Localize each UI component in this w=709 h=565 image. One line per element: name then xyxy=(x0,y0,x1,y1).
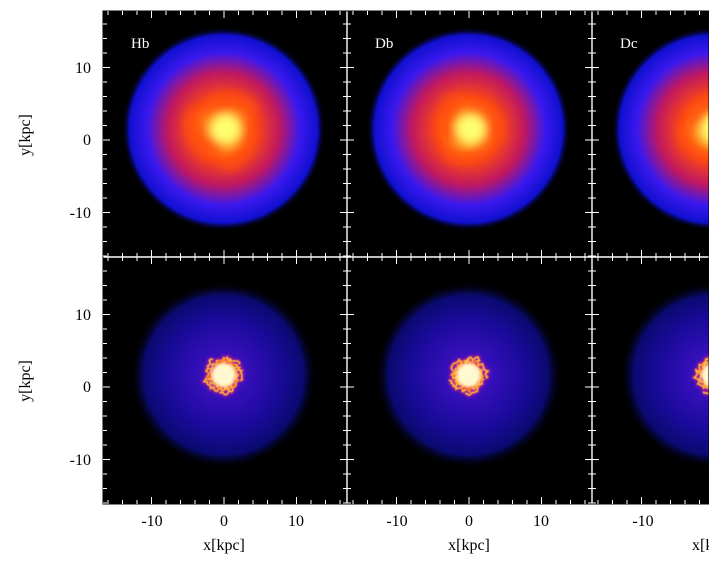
galaxy-panel-3 xyxy=(129,281,318,469)
y-axis-label-bottom: y[kpc] xyxy=(17,360,34,402)
panel-label-dc: Dc xyxy=(620,36,638,52)
x-tick-label: 10 xyxy=(288,513,304,530)
plot-frame xyxy=(102,10,709,505)
x-tick-label: 10 xyxy=(533,513,549,530)
x-axis-label: x[kpc] xyxy=(448,537,490,554)
panel-dividers xyxy=(102,10,709,505)
y-axis-label-top: y[kpc] xyxy=(17,114,34,156)
x-axis-label: x[kpc] xyxy=(203,537,245,554)
x-tick-label: 0 xyxy=(465,513,473,530)
gas-disk xyxy=(619,281,709,469)
y-tick-labels-bottom: 10 0 -10 xyxy=(70,307,91,469)
x-tick-label: 0 xyxy=(220,513,228,530)
x-tick-label: -10 xyxy=(632,513,653,530)
galaxy-disk xyxy=(611,27,709,231)
nucleus xyxy=(456,363,481,387)
y-tick-labels-top: 10 0 -10 xyxy=(70,60,91,222)
y-tick-label: 0 xyxy=(83,132,91,149)
x-tick-label: -10 xyxy=(141,513,162,530)
y-tick-label: -10 xyxy=(70,205,91,222)
galaxy-panel-2 xyxy=(611,27,709,231)
spiral-arm-core xyxy=(691,125,709,147)
bulge xyxy=(209,113,242,145)
x-tick-labels: -10 0 10 -10 0 10 -10 xyxy=(141,513,653,530)
galaxy-panel-5 xyxy=(619,281,709,469)
galaxy-panel-1 xyxy=(366,26,571,232)
panel-label-hb: Hb xyxy=(131,36,149,52)
y-tick-label: -10 xyxy=(70,452,91,469)
filament xyxy=(692,368,709,390)
tick-marks xyxy=(103,11,700,504)
x-tick-label: -10 xyxy=(386,513,407,530)
bulge xyxy=(454,113,487,145)
y-tick-label: 10 xyxy=(75,307,91,324)
bulge xyxy=(699,114,709,144)
panel-label-db: Db xyxy=(375,36,393,52)
galaxy-panel-0 xyxy=(121,26,326,232)
nucleus xyxy=(211,363,236,387)
y-tick-label: 0 xyxy=(83,379,91,396)
x-axis-label: x[kpc] xyxy=(692,537,709,554)
nucleus xyxy=(701,363,709,387)
galaxy-panel-4 xyxy=(374,281,563,469)
y-tick-label: 10 xyxy=(75,60,91,77)
galaxy-panels xyxy=(121,26,709,469)
